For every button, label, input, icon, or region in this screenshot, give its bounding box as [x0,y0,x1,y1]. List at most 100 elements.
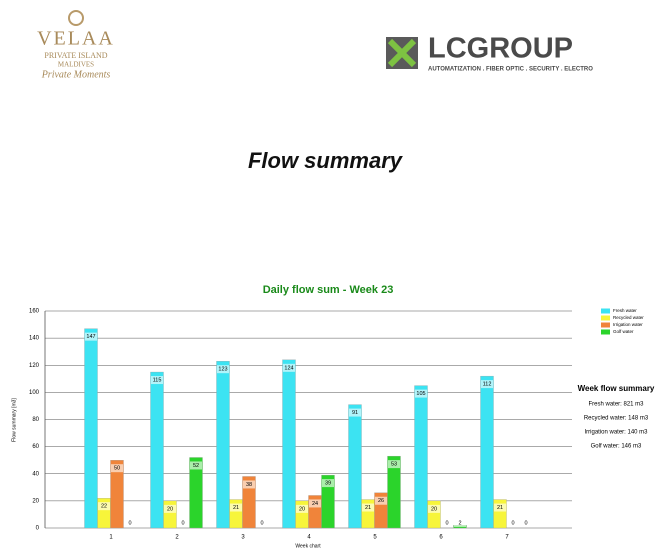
value-label: 123 [218,367,227,373]
x-tick-label: 7 [505,535,509,541]
value-label-box [296,504,308,513]
x-tick-label: 4 [307,535,311,541]
value-label: 21 [497,505,503,511]
logo-name: VELAA [37,28,115,50]
value-label: 2 [458,520,461,526]
value-label: 115 [153,377,162,383]
value-label-box [230,503,242,512]
value-label: 147 [86,334,95,340]
value-label-box [309,499,321,508]
summary-line: Irrigation water: 140 m3 [584,430,648,436]
value-label: 112 [483,382,492,388]
y-tick-label: 80 [32,417,39,423]
value-label-box [322,479,334,488]
bar [480,375,494,529]
bar [150,371,164,529]
legend-label: Golf water [613,329,634,334]
value-label-box [481,380,493,389]
value-label-box [349,408,361,417]
value-label: 52 [193,463,199,469]
value-label-box [151,376,163,385]
legend-label: Fresh water [613,308,637,313]
page-title: Flow summary [248,148,404,173]
logo-tagline: AUTOMATIZATION . FIBER OPTIC . SECURITY … [428,67,593,73]
bar [84,328,98,529]
bar [282,359,296,529]
y-tick-label: 140 [29,336,40,342]
logo-line: PRIVATE ISLAND [44,51,107,60]
y-tick-label: 0 [36,526,40,532]
legend-swatch [601,315,610,321]
x-tick-label: 1 [109,535,113,541]
value-label: 24 [312,501,318,507]
legend-label: Irrigation water [613,322,643,327]
bar [348,404,362,529]
summary-title: Week flow summary [578,384,655,393]
value-label-box [388,460,400,469]
x-tick-label: 2 [175,535,179,541]
value-label-box [98,502,110,511]
bar [414,385,428,529]
value-label-box [454,519,466,527]
value-label-box [111,464,123,473]
value-label-box [164,504,176,513]
y-tick-label: 160 [29,309,40,315]
chart-title: Daily flow sum - Week 23 [263,284,394,296]
value-label: 20 [299,506,305,512]
x-tick-label: 5 [373,535,377,541]
lcgroup-logo: LCGROUP AUTOMATIZATION . FIBER OPTIC . S… [386,33,593,73]
legend-swatch [601,329,610,335]
value-label-box [190,461,202,470]
value-label: 0 [181,520,184,526]
value-label: 38 [246,482,252,488]
value-label: 26 [378,498,384,504]
value-label: 20 [167,506,173,512]
value-label: 50 [114,466,120,472]
bar [242,476,256,529]
value-label: 0 [260,520,263,526]
bar [321,474,335,529]
bar [387,455,401,529]
x-tick-label: 3 [241,535,245,541]
value-label: 105 [416,391,425,397]
value-label-box [375,496,387,505]
value-label-box [243,480,255,489]
value-label: 21 [233,505,239,511]
summary-line: Fresh water: 821 m3 [588,402,644,408]
value-label: 0 [445,520,448,526]
value-label: 0 [511,520,514,526]
y-axis-label: Flow summary [m3] [11,398,17,442]
value-label: 22 [101,504,107,510]
value-label: 124 [284,365,293,371]
value-label-box [283,363,295,372]
x-axis-label: Week chart [295,543,321,549]
value-label-box [362,503,374,512]
value-label-box [415,389,427,398]
value-label: 0 [128,520,131,526]
value-label: 21 [365,505,371,511]
logo-tagline: Private Moments [41,69,111,80]
y-tick-label: 20 [32,498,39,504]
bar [110,460,124,529]
value-label: 0 [524,520,527,526]
value-label: 91 [352,410,358,416]
legend-label: Recycled water [613,315,644,320]
y-tick-label: 120 [29,363,40,369]
y-tick-label: 40 [32,471,39,477]
bar [216,361,230,529]
bar [189,457,203,529]
value-label: 53 [391,462,397,468]
logo-name: LCGROUP [428,33,573,65]
value-label-box [85,332,97,341]
legend-swatch [601,322,610,328]
value-label-box [494,503,506,512]
value-label-box [428,504,440,513]
logo-line: MALDIVES [58,61,94,69]
summary-line: Golf water: 146 m3 [591,444,642,450]
y-tick-label: 100 [29,390,40,396]
logo-icon [68,10,84,26]
logo-icon [387,38,417,68]
x-tick-label: 6 [439,535,443,541]
